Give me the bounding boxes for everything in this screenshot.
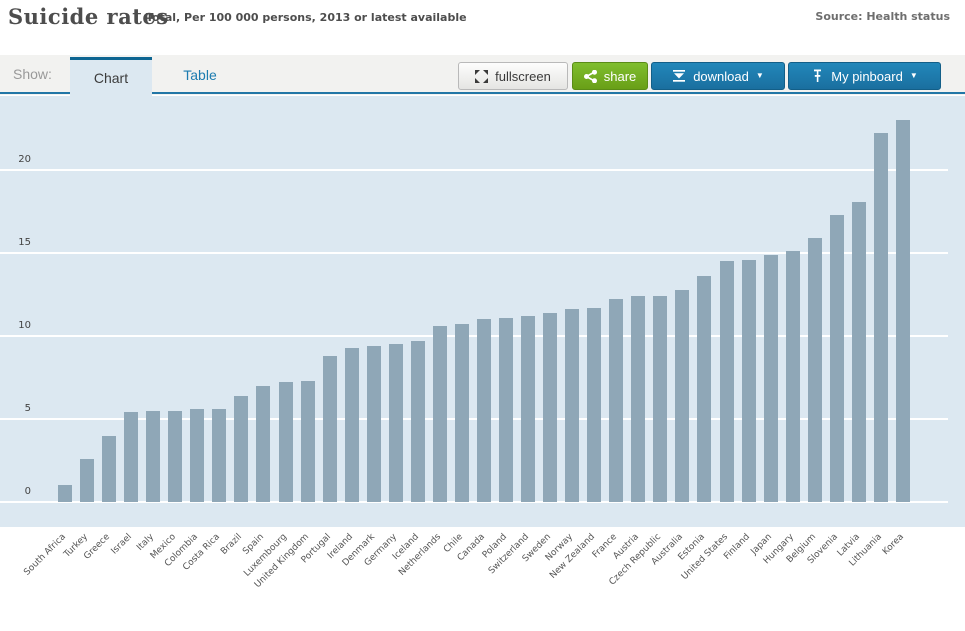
bar[interactable] xyxy=(432,326,447,502)
gridline xyxy=(0,169,948,171)
bar[interactable] xyxy=(366,345,381,502)
bar[interactable] xyxy=(234,395,249,502)
share-button[interactable]: share xyxy=(572,62,648,90)
gridline xyxy=(0,335,948,337)
download-label: download xyxy=(693,68,749,84)
fullscreen-label: fullscreen xyxy=(495,68,551,84)
bar[interactable] xyxy=(609,299,624,502)
bar[interactable] xyxy=(300,380,315,502)
x-axis-label-area: South Africa Turkey Greece Israel Italy Mexic… xyxy=(0,527,965,590)
bar[interactable] xyxy=(719,261,734,502)
bar[interactable] xyxy=(124,412,139,502)
bar[interactable] xyxy=(344,347,359,502)
bar[interactable] xyxy=(388,344,403,502)
bar[interactable] xyxy=(785,251,800,502)
bar[interactable] xyxy=(454,324,469,502)
y-axis-tick-label: 5 xyxy=(24,403,31,414)
download-caret-icon: ▼ xyxy=(755,71,764,80)
chart-plot-area: 0 5 10 15 20 xyxy=(0,96,965,527)
page-title: Suicide rates xyxy=(8,4,169,29)
gridline xyxy=(0,501,948,503)
y-axis-tick-label: 20 xyxy=(18,154,31,165)
fullscreen-button[interactable]: fullscreen xyxy=(458,62,568,90)
bar[interactable] xyxy=(631,296,646,502)
bar[interactable] xyxy=(895,120,910,502)
bar[interactable] xyxy=(807,238,822,502)
bar[interactable] xyxy=(80,458,95,502)
bar[interactable] xyxy=(741,259,756,502)
share-label: share xyxy=(603,68,637,84)
pin-icon xyxy=(811,69,824,83)
bar[interactable] xyxy=(675,289,690,502)
download-button[interactable]: download ▼ xyxy=(651,62,785,90)
bar[interactable] xyxy=(697,276,712,502)
bar[interactable] xyxy=(322,355,337,502)
y-axis-tick-label: 15 xyxy=(18,237,31,248)
gridline xyxy=(0,418,948,420)
tab-chart-label: Chart xyxy=(93,70,129,86)
bar[interactable] xyxy=(410,340,425,502)
bar[interactable] xyxy=(653,296,668,502)
show-label: Show: xyxy=(13,66,52,82)
tab-underline xyxy=(0,92,965,94)
bar[interactable] xyxy=(763,254,778,502)
download-icon xyxy=(672,70,686,82)
toolbar: Show: Chart Table fullscreen share xyxy=(0,55,965,96)
gridline xyxy=(0,252,948,254)
bar[interactable] xyxy=(146,410,161,502)
share-icon xyxy=(583,69,597,83)
bar[interactable] xyxy=(873,133,888,502)
pinboard-button[interactable]: My pinboard ▼ xyxy=(788,62,941,90)
bar[interactable] xyxy=(829,214,844,502)
source-label: Source: Health status xyxy=(815,10,950,23)
bar[interactable] xyxy=(587,307,602,502)
page-header: Suicide rates Total, Per 100 000 persons… xyxy=(0,0,965,55)
bar[interactable] xyxy=(543,312,558,502)
pinboard-caret-icon: ▼ xyxy=(909,71,918,80)
y-axis-tick-label: 0 xyxy=(24,486,31,497)
bar[interactable] xyxy=(476,319,491,502)
bar[interactable] xyxy=(212,409,227,502)
page-subtitle: Total, Per 100 000 persons, 2013 or late… xyxy=(146,11,467,24)
bar[interactable] xyxy=(851,201,866,502)
bar[interactable] xyxy=(565,309,580,502)
bar[interactable] xyxy=(190,409,205,502)
bar[interactable] xyxy=(58,485,72,502)
fullscreen-icon xyxy=(475,69,489,83)
bar[interactable] xyxy=(168,410,183,502)
bar[interactable] xyxy=(521,316,536,502)
tab-table-label: Table xyxy=(183,66,217,83)
bar[interactable] xyxy=(102,435,117,502)
tab-chart[interactable]: Chart xyxy=(70,57,152,96)
bar[interactable] xyxy=(278,382,293,502)
tab-table[interactable]: Table xyxy=(160,57,240,92)
pinboard-label: My pinboard xyxy=(831,68,903,84)
y-axis-tick-label: 10 xyxy=(18,320,31,331)
bar[interactable] xyxy=(256,385,271,502)
bar[interactable] xyxy=(499,317,513,502)
